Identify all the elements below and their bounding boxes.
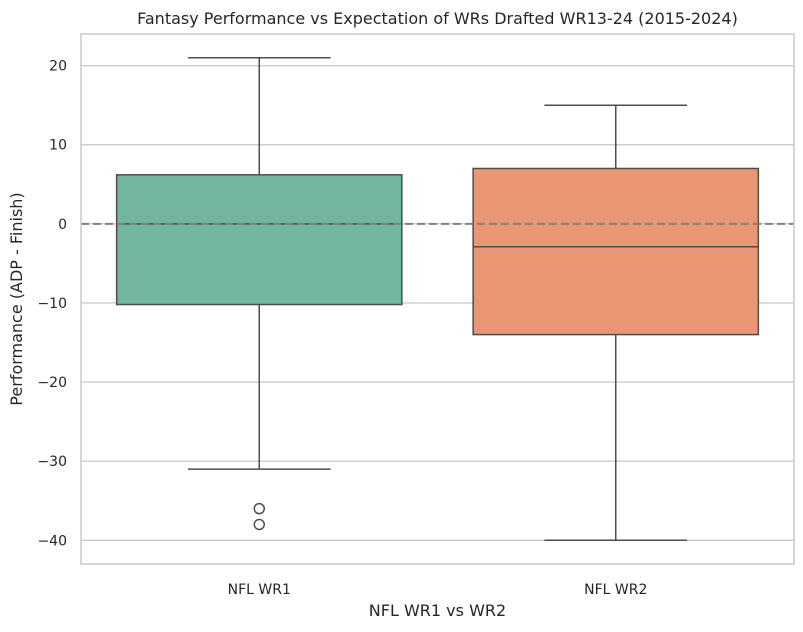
- y-tick-label: 20: [49, 59, 67, 75]
- x-tick-labels: NFL WR1 NFL WR2: [228, 582, 648, 598]
- iqr-box: [472, 167, 760, 336]
- y-tick-label: −40: [37, 533, 67, 549]
- y-tick-label: −20: [37, 375, 67, 391]
- y-tick-label: 10: [49, 138, 67, 154]
- outlier-point: [253, 518, 265, 531]
- x-tick-label: NFL WR2: [584, 582, 647, 598]
- box-layer: [115, 56, 760, 542]
- y-tick-label: −10: [37, 296, 67, 312]
- plot-frame: [80, 33, 795, 565]
- x-axis-label: NFL WR1 vs WR2: [369, 601, 506, 620]
- outlier-point: [253, 502, 265, 515]
- y-tick-label: −30: [37, 454, 67, 470]
- chart-title: Fantasy Performance vs Expectation of WR…: [137, 9, 738, 28]
- y-tick-labels: 20 10 0 −10 −20 −30 −40: [37, 59, 67, 550]
- box-2: [472, 104, 760, 542]
- y-tick-label: 0: [58, 217, 67, 233]
- iqr-box: [115, 174, 403, 306]
- x-tick-label: NFL WR1: [228, 582, 291, 598]
- box-1: [115, 56, 403, 531]
- y-axis-label: Performance (ADP - Finish): [7, 192, 26, 405]
